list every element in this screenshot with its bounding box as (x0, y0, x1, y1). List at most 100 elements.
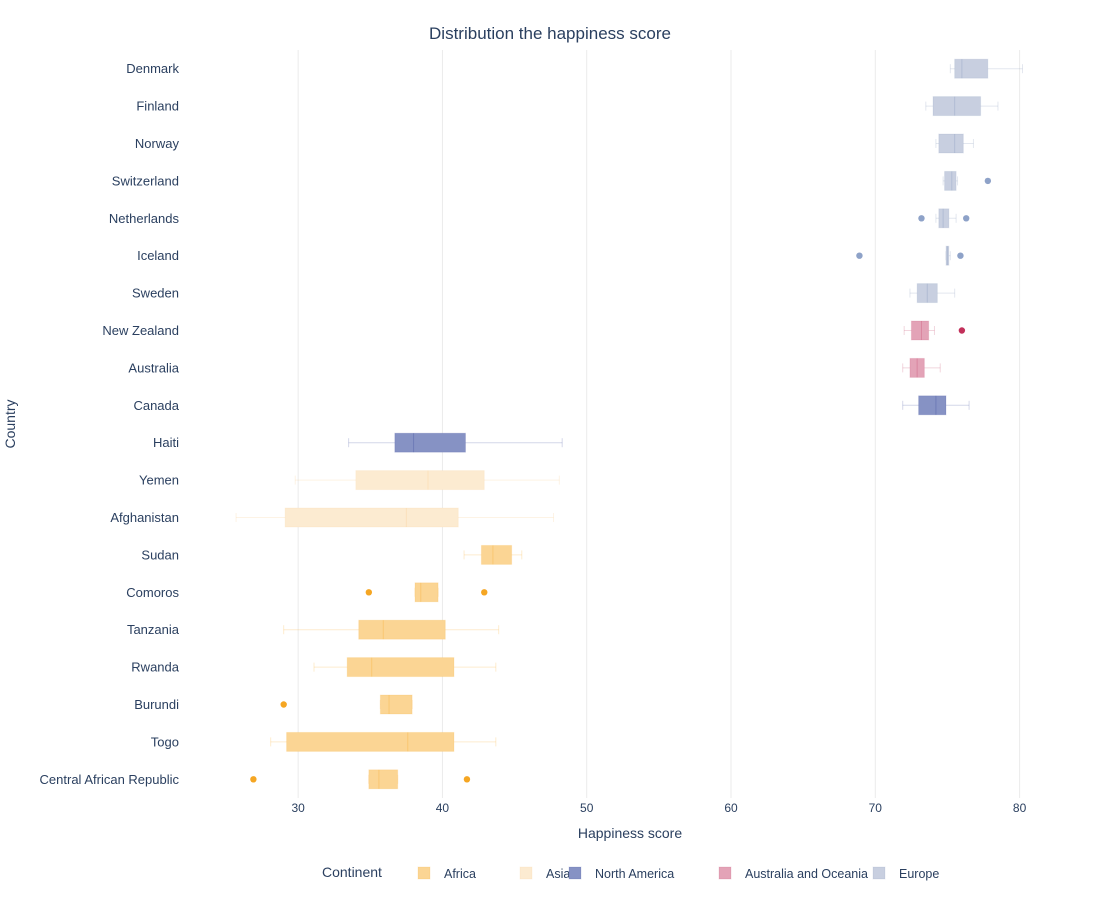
legend-swatch (718, 866, 732, 880)
legend-swatch (568, 866, 582, 880)
y-tick-label: Togo (151, 734, 179, 749)
y-tick-label: Denmark (126, 61, 179, 76)
outlier-point (280, 701, 287, 708)
box-iqr (916, 283, 938, 304)
y-axis-title: Country (2, 399, 18, 448)
outlier-point (463, 776, 471, 783)
box-togo (270, 731, 497, 752)
box-burundi (280, 694, 413, 715)
box-iqr (944, 170, 957, 191)
y-tick-label: Canada (133, 398, 179, 413)
box-iqr (284, 507, 459, 528)
box-iqr (414, 582, 439, 603)
outlier-point (250, 776, 257, 783)
box-iqr (286, 731, 455, 752)
legend-swatch (872, 866, 886, 880)
y-tick-labels: Denmark Finland Norway Switzerland Netherlan… (40, 61, 180, 787)
legend-item: Asia (519, 866, 570, 881)
y-tick-label: Sweden (132, 286, 179, 301)
box-rwanda (313, 657, 497, 678)
legend: Continent Africa Asia North America Austral… (322, 864, 939, 881)
box-iqr (945, 245, 950, 266)
box-iqr (379, 694, 413, 715)
y-tick-label: New Zealand (102, 323, 179, 338)
outlier-point (963, 215, 970, 222)
legend-label: North America (595, 867, 674, 881)
legend-title: Continent (322, 864, 382, 880)
x-tick-label: 60 (724, 801, 738, 815)
gridlines (297, 50, 1021, 798)
box-iqr (932, 96, 982, 117)
x-tick-labels: 30 40 50 60 70 80 (291, 801, 1026, 815)
legend-label: Australia and Oceania (745, 867, 868, 881)
box-iqr (346, 657, 455, 678)
box-iceland (856, 245, 964, 266)
box-sweden (909, 283, 956, 304)
box-norway (935, 133, 974, 154)
y-tick-label: Tanzania (127, 622, 180, 637)
box-netherlands (918, 208, 970, 229)
box-iqr (910, 320, 930, 341)
y-tick-label: Sudan (141, 547, 179, 562)
box-iqr (938, 133, 964, 154)
box-iqr (358, 619, 446, 640)
x-tick-label: 70 (869, 801, 883, 815)
y-tick-label: Australia (128, 360, 179, 375)
box-switzerland (942, 170, 992, 191)
outlier-point (856, 252, 863, 259)
legend-swatch (417, 866, 431, 880)
box-canada (902, 395, 970, 416)
box-iqr (918, 395, 947, 416)
y-tick-label: Netherlands (109, 211, 180, 226)
outlier-point (957, 252, 964, 259)
box-australia (902, 357, 941, 378)
box-iqr (368, 769, 399, 790)
box-yemen (294, 470, 560, 491)
box-iqr (480, 544, 513, 565)
x-axis-title: Happiness score (578, 825, 682, 841)
y-tick-label: Switzerland (112, 173, 179, 188)
box-denmark (949, 58, 1023, 79)
box-iqr (355, 470, 485, 491)
y-tick-label: Yemen (139, 473, 179, 488)
box-comoros (365, 582, 488, 603)
box-iqr (394, 432, 467, 453)
legend-label: Africa (444, 867, 476, 881)
legend-label: Asia (546, 867, 570, 881)
legend-item: Australia and Oceania (718, 866, 868, 881)
box-afghanistan (235, 507, 555, 528)
chart-title: Distribution the happiness score (429, 24, 671, 43)
legend-label: Europe (899, 867, 939, 881)
box-finland (925, 96, 999, 117)
y-tick-label: Norway (135, 136, 180, 151)
box-tanzania (283, 619, 500, 640)
legend-swatch (519, 866, 533, 880)
y-tick-label: Comoros (126, 585, 179, 600)
legend-item: Africa (417, 866, 476, 881)
box-central-african-republic (250, 769, 471, 790)
box-haiti (348, 432, 563, 453)
legend-item: North America (568, 866, 674, 881)
x-tick-label: 80 (1013, 801, 1027, 815)
outlier-point (918, 215, 925, 222)
box-iqr (954, 58, 989, 79)
x-tick-label: 30 (291, 801, 305, 815)
y-tick-label: Finland (136, 99, 179, 114)
y-tick-label: Central African Republic (40, 772, 180, 787)
x-tick-label: 40 (436, 801, 450, 815)
legend-item: Europe (872, 866, 939, 881)
box-series (235, 58, 1023, 790)
outlier-point (481, 589, 488, 596)
box-new-zealand (903, 320, 966, 341)
box-iqr (938, 208, 950, 229)
outlier-point (365, 589, 373, 596)
outlier-point (958, 327, 966, 334)
y-tick-label: Haiti (153, 435, 179, 450)
x-tick-label: 50 (580, 801, 594, 815)
y-tick-label: Burundi (134, 697, 179, 712)
outlier-point (984, 177, 992, 185)
box-sudan (463, 544, 523, 565)
y-tick-label: Rwanda (131, 660, 179, 675)
